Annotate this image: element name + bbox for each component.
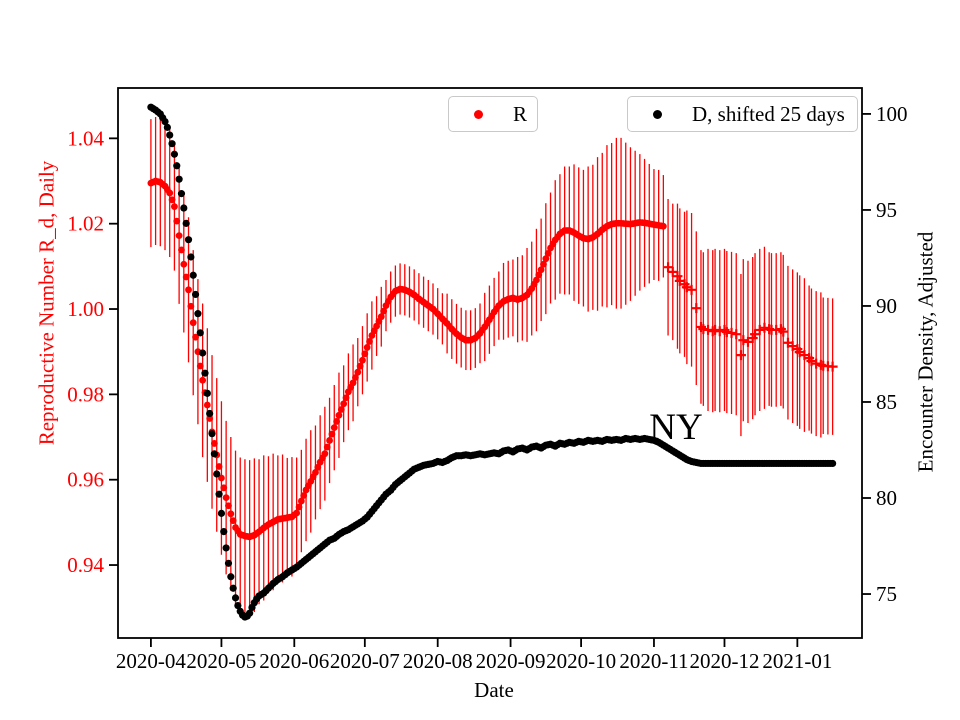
errorbars-r	[150, 117, 665, 614]
legend-label-d: D, shifted 25 days	[692, 101, 845, 126]
x-tick-label: 2020-06	[259, 649, 329, 673]
y-right-tick-label: 90	[876, 294, 897, 318]
plot-spines	[117, 87, 863, 639]
state-annotation: NY	[649, 407, 703, 449]
y-left-tick-label: 1.02	[67, 212, 104, 236]
series-d-markers	[147, 103, 837, 621]
y-left-tick-label: 0.98	[67, 382, 104, 406]
x-tick-label: 2020-04	[116, 649, 186, 673]
series-r-late-markers	[663, 262, 838, 372]
r-series-marker-icon	[474, 109, 483, 119]
y-left-tick-label: 1.00	[67, 297, 104, 321]
x-tick-label: 2021-01	[762, 649, 832, 673]
y-right-tick-label: 80	[876, 486, 897, 510]
d-series-marker-icon	[653, 109, 662, 119]
x-tick-label: 2020-08	[403, 649, 473, 673]
y-axis-label-right: Encounter Density, Adjusted	[913, 231, 938, 473]
legend-box-d: D, shifted 25 days	[627, 96, 858, 132]
axis-tick-labels: 2020-04 2020-05 2020-06 2020-07 2020-08 2020-…	[67, 102, 907, 673]
y-right-tick-label: 85	[876, 390, 897, 414]
y-left-tick-label: 0.94	[67, 553, 104, 577]
errorbars-r-late	[667, 198, 834, 438]
x-tick-label: 2020-12	[689, 649, 759, 673]
x-tick-label: 2020-10	[546, 649, 616, 673]
y-right-tick-label: 95	[876, 198, 897, 222]
series-r-markers	[147, 177, 667, 541]
legend-label-r: R	[513, 101, 528, 126]
x-tick-label: 2020-05	[186, 649, 256, 673]
y-right-tick-label: 100	[876, 102, 908, 126]
x-tick-label: 2020-11	[619, 649, 688, 673]
y-axis-label-left: Reproductive Number R_d, Daily	[34, 160, 59, 446]
x-tick-label: 2020-09	[476, 649, 546, 673]
y-left-tick-label: 0.96	[67, 468, 104, 492]
legend-box-r: R	[448, 96, 538, 132]
x-axis-label: Date	[474, 678, 514, 702]
x-tick-label: 2020-07	[330, 649, 400, 673]
axis-ticks	[109, 113, 871, 647]
y-right-tick-label: 75	[876, 582, 897, 606]
y-left-tick-label: 1.04	[67, 126, 104, 150]
